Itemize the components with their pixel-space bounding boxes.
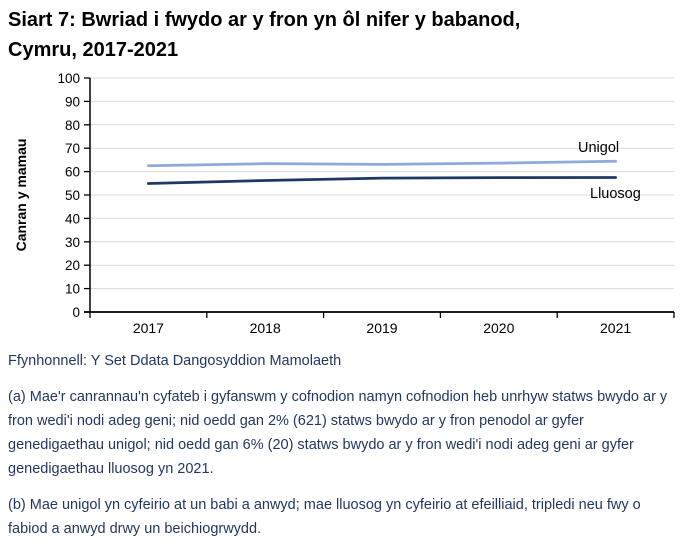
y-tick-label: 70 (65, 141, 80, 156)
chart-title-line1: Siart 7: Bwriad i fwydo ar y fron yn ôl … (8, 9, 521, 31)
chart-title: Siart 7: Bwriad i fwydo ar y fron yn ôl … (8, 5, 608, 65)
y-tick-label: 60 (65, 165, 80, 180)
series-label-lluosog: Lluosog (590, 186, 641, 202)
series-label-unigol: Unigol (578, 140, 619, 156)
x-tick-label: 2021 (600, 320, 631, 336)
y-tick-label: 10 (65, 282, 80, 297)
series-line-unigol (147, 159, 617, 168)
y-tick-label: 50 (65, 188, 80, 203)
y-tick-label: 100 (57, 71, 80, 86)
footnote-b: (b) Mae unigol yn cyfeirio at un babi a … (8, 497, 641, 537)
x-tick-label: 2018 (250, 320, 281, 336)
footnote-a: (a) Mae'r canrannau'n cyfateb i gyfanswm… (8, 389, 668, 477)
x-tick-label: 2020 (483, 320, 514, 336)
y-axis-title: Canran y mamau (13, 139, 29, 252)
y-tick-label: 40 (65, 211, 80, 226)
chart-footer: Ffynhonnell: Y Set Ddata Dangosyddion Ma… (8, 349, 682, 553)
y-tick-label: 30 (65, 235, 80, 250)
source-note: Ffynhonnell: Y Set Ddata Dangosyddion Ma… (8, 353, 342, 369)
y-tick-label: 20 (65, 258, 80, 273)
y-tick-label: 80 (65, 118, 80, 133)
y-tick-label: 90 (65, 94, 80, 109)
chart-title-line2: Cymru, 2017-2021 (8, 39, 179, 61)
y-tick-label: 0 (72, 305, 80, 320)
x-tick-label: 2019 (366, 320, 397, 336)
series-line-lluosog (147, 176, 617, 185)
line-chart: 0 10 20 30 40 50 60 70 80 90 100 2017 2018 2019 2020 20… (13, 71, 675, 336)
x-tick-label: 2017 (133, 320, 164, 336)
